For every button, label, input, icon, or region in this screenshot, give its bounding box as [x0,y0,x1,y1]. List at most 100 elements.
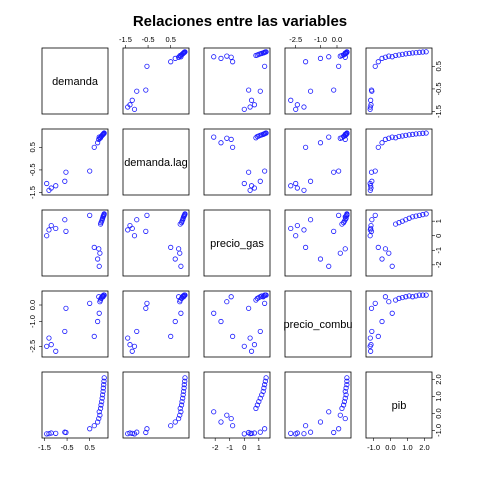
panel-frame [365,47,433,115]
panel-frame [284,290,352,358]
data-point [177,412,183,418]
data-point [386,53,392,59]
data-point [420,130,426,136]
data-point [379,318,385,325]
data-point [178,409,184,415]
data-point [260,388,266,395]
data-point [134,88,140,94]
data-point [399,51,405,57]
data-point [379,55,385,61]
data-point [182,375,188,381]
data-point [230,423,236,429]
data-point [375,244,381,250]
data-point [230,144,236,150]
data-point [224,412,230,418]
data-point [343,392,349,398]
data-point [337,412,343,418]
data-point [228,54,234,60]
data-point [303,144,309,150]
data-point [131,233,138,239]
data-point [180,392,186,398]
data-point [144,426,150,432]
data-point [303,244,309,250]
data-point [251,430,258,436]
y-tick-label: 0.5 [434,61,443,71]
data-point [87,426,93,432]
data-point [129,348,135,354]
panel-precio_combu-vs-demanda [41,290,109,358]
data-point [382,246,389,252]
data-point [294,185,300,191]
data-point [131,343,138,349]
data-point [168,333,174,339]
data-point [342,415,348,422]
data-point [399,218,405,224]
data-point [62,178,68,184]
data-point [303,423,309,429]
data-point [331,228,337,234]
panel-demanda.lag-vs-demanda.lag: demanda.lag [122,128,190,196]
panel-precio_combu-vs-demanda.lag [122,290,190,358]
data-point [218,55,224,61]
data-point [416,49,422,55]
panel-frame [41,371,109,439]
data-point [48,222,54,229]
data-point [101,382,107,388]
data-point [307,88,314,94]
data-point [367,335,373,341]
data-point [248,430,255,436]
data-point [389,54,395,60]
data-point [96,263,102,269]
data-point [87,168,93,174]
panel-frame [122,47,190,115]
panel-frame [284,209,352,277]
data-point [336,168,342,174]
data-point [91,244,97,250]
panel-precio_combu-vs-precio_gas [203,290,271,358]
data-point [97,412,103,418]
data-point [293,180,299,187]
data-point [257,395,263,401]
data-point [127,430,133,436]
panel-frame [41,128,109,196]
data-point [62,328,68,335]
data-point [392,221,399,227]
panel-pib-vs-pib: pib [365,371,433,439]
data-point [263,130,269,136]
data-point [336,212,342,218]
panel-demanda.lag-vs-precio_gas [203,128,271,196]
data-point [256,398,262,405]
x-tick-label: -1.0 [367,443,380,452]
data-point [396,52,402,58]
x-tick-label: -0.5 [142,35,155,44]
panel-pib-vs-precio_combu [284,371,352,439]
panel-frame [365,128,433,196]
data-point [336,426,342,432]
x-tick-label: -1.0 [314,35,327,44]
data-point [95,419,101,425]
y-tick-label: -2.5 [28,340,37,353]
data-point [168,244,174,250]
panel-precio_combu-vs-precio_combu: precio_combu [283,290,353,358]
data-point [176,415,182,422]
y-tick-label: 0.0 [434,408,443,418]
data-point [96,310,102,316]
panel-frame [365,209,433,277]
data-point [53,225,59,232]
data-point [420,292,426,298]
data-point [100,385,106,391]
data-point [326,263,332,269]
y-tick-label: -1.5 [434,105,443,118]
data-point [342,246,348,252]
data-point [344,211,350,217]
x-tick-label: -1 [226,443,233,452]
data-point [143,305,149,311]
data-point [293,233,299,239]
data-point [178,310,184,316]
data-point [257,429,263,435]
x-tick-label: -1.5 [119,35,132,44]
data-point [247,187,253,193]
panel-precio_combu-vs-pib [365,290,433,358]
data-point [101,292,107,298]
data-point [100,388,106,395]
